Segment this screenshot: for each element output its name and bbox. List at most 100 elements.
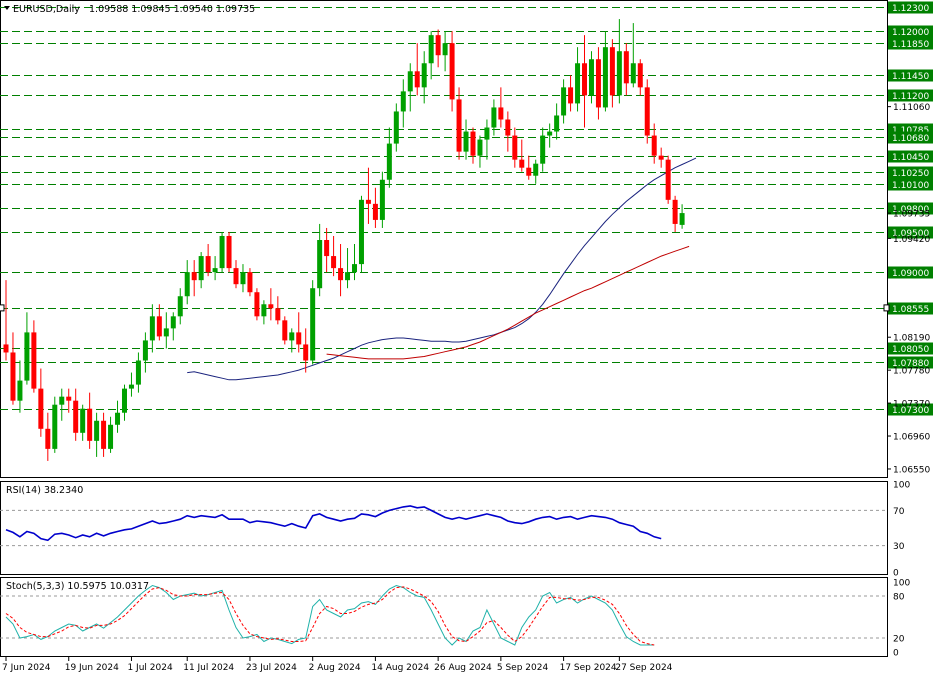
candle[interactable] — [540, 127, 546, 172]
candle[interactable] — [163, 312, 169, 349]
candle[interactable] — [449, 31, 455, 112]
candle[interactable] — [658, 147, 664, 168]
candle[interactable] — [498, 87, 504, 128]
candle[interactable] — [289, 328, 295, 353]
candle[interactable] — [121, 384, 127, 421]
candle[interactable] — [115, 400, 121, 433]
candle[interactable] — [595, 47, 601, 120]
candle[interactable] — [80, 404, 86, 441]
candle[interactable] — [149, 304, 155, 353]
candle[interactable] — [170, 312, 176, 341]
candle[interactable] — [400, 79, 406, 128]
candle[interactable] — [254, 288, 260, 321]
candle[interactable] — [651, 123, 657, 164]
left-line-handle[interactable] — [0, 304, 5, 312]
candle[interactable] — [212, 256, 218, 281]
candle[interactable] — [352, 244, 357, 281]
candle[interactable] — [45, 412, 51, 461]
candle[interactable] — [338, 244, 344, 297]
symbol-menu-triangle-icon[interactable] — [4, 6, 10, 10]
candle[interactable] — [345, 248, 351, 289]
candle[interactable] — [414, 43, 420, 96]
candle[interactable] — [547, 123, 553, 148]
candle[interactable] — [303, 328, 309, 373]
candle[interactable] — [575, 47, 581, 112]
candle[interactable] — [87, 392, 93, 449]
candle[interactable] — [268, 288, 274, 321]
candle[interactable] — [512, 127, 518, 168]
candle[interactable] — [616, 19, 622, 104]
candle[interactable] — [505, 111, 511, 152]
candle[interactable] — [24, 312, 30, 385]
candle[interactable] — [73, 388, 79, 441]
candle[interactable] — [31, 320, 37, 393]
candle[interactable] — [296, 312, 302, 353]
candle[interactable] — [38, 368, 44, 437]
candle[interactable] — [491, 99, 497, 136]
right-line-handle[interactable] — [883, 304, 890, 312]
candle[interactable] — [59, 388, 65, 421]
candle[interactable] — [282, 316, 288, 345]
candle[interactable] — [240, 264, 246, 293]
candle[interactable] — [219, 231, 225, 273]
candle[interactable] — [17, 360, 23, 413]
candle[interactable] — [582, 35, 588, 128]
candle[interactable] — [679, 204, 685, 229]
candle[interactable] — [3, 280, 9, 361]
candle[interactable] — [533, 159, 539, 184]
candle[interactable] — [128, 372, 134, 397]
candle[interactable] — [10, 332, 16, 405]
candle[interactable] — [665, 155, 671, 204]
candle[interactable] — [358, 195, 364, 273]
candle[interactable] — [310, 280, 316, 365]
candle[interactable] — [184, 260, 190, 305]
candle[interactable] — [317, 223, 323, 297]
candle[interactable] — [526, 155, 532, 180]
candle[interactable] — [177, 288, 183, 325]
candle[interactable] — [672, 195, 678, 232]
candle[interactable] — [442, 31, 448, 72]
candle[interactable] — [101, 412, 107, 457]
candle[interactable] — [324, 227, 330, 273]
candle[interactable] — [554, 103, 560, 140]
candle[interactable] — [435, 29, 441, 68]
candle[interactable] — [233, 260, 239, 289]
candle[interactable] — [275, 296, 281, 325]
candle[interactable] — [568, 75, 574, 112]
candle[interactable] — [644, 79, 650, 144]
candle[interactable] — [519, 139, 525, 172]
candle[interactable] — [52, 396, 58, 453]
candle[interactable] — [602, 31, 608, 112]
candle[interactable] — [630, 23, 636, 88]
candle[interactable] — [379, 171, 385, 228]
candle[interactable] — [142, 332, 148, 373]
candle[interactable] — [561, 79, 567, 124]
candle[interactable] — [331, 235, 337, 277]
candle[interactable] — [407, 63, 413, 112]
candle[interactable] — [428, 31, 434, 80]
candle[interactable] — [135, 352, 141, 393]
candle[interactable] — [372, 187, 378, 228]
candle[interactable] — [609, 39, 615, 108]
candle[interactable] — [637, 59, 643, 96]
candle[interactable] — [261, 300, 267, 325]
candle[interactable] — [191, 260, 197, 297]
candle[interactable] — [205, 244, 211, 277]
candle[interactable] — [421, 51, 427, 104]
candle[interactable] — [156, 304, 162, 341]
candle[interactable] — [198, 252, 204, 289]
candle[interactable] — [108, 416, 114, 453]
candle[interactable] — [247, 268, 253, 297]
candle[interactable] — [226, 231, 232, 273]
candle[interactable] — [623, 43, 629, 96]
candle[interactable] — [470, 127, 476, 164]
candle[interactable] — [386, 127, 392, 188]
candle[interactable] — [477, 135, 483, 168]
candle[interactable] — [456, 87, 462, 160]
candle[interactable] — [365, 167, 371, 224]
candle[interactable] — [94, 412, 100, 457]
candle[interactable] — [66, 388, 72, 413]
candle[interactable] — [393, 103, 399, 152]
candle[interactable] — [463, 119, 469, 160]
candle[interactable] — [588, 51, 594, 104]
